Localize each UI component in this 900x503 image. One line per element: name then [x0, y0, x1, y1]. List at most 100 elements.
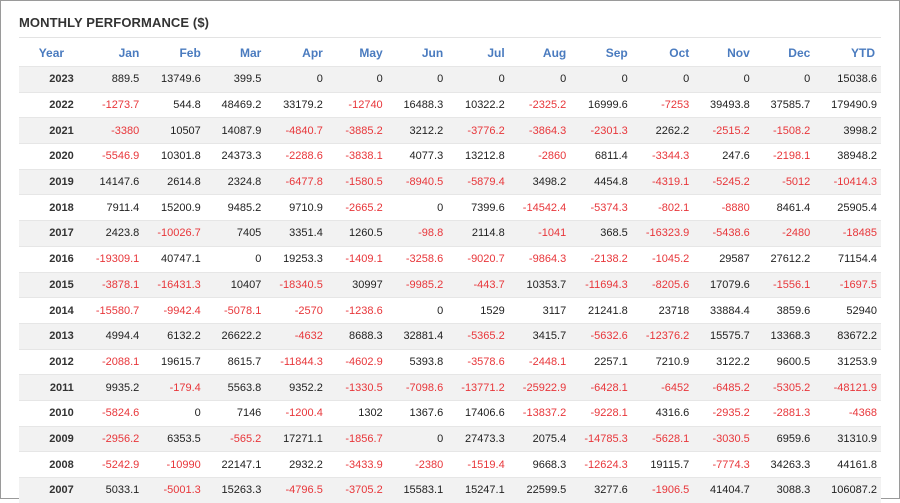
month-value-cell: -7253 [633, 91, 696, 118]
table-row: 2022 -1273.7 544.8 48469.2 33179.2 -12740 1648… [19, 91, 881, 118]
month-value-cell: 1529 [449, 297, 511, 324]
month-value-cell: 22599.5 [510, 476, 573, 503]
month-value-cell: -5824.6 [83, 399, 146, 427]
month-value-cell: -1519.4 [449, 451, 511, 478]
month-value-cell: -179.4 [145, 374, 207, 401]
month-value-cell: 1367.6 [388, 399, 450, 427]
table-row: 2013 4994.4 6132.2 26622.2 -4632 8688.3 32881.… [19, 322, 881, 350]
column-header-jan[interactable]: Jan [118, 45, 140, 60]
month-value-cell: -2570 [267, 297, 329, 324]
month-value-cell: -1041 [510, 220, 573, 247]
table-row: 2016 -19309.1 40747.1 0 19253.3 -1409.1 -3258.… [19, 245, 881, 272]
column-header-dec[interactable]: Dec [788, 45, 811, 60]
column-header-oct[interactable]: Oct [669, 45, 690, 60]
month-value-cell: -5628.1 [633, 425, 696, 452]
month-value-cell: -12624.3 [572, 451, 634, 478]
column-header-may[interactable]: May [359, 45, 383, 60]
month-value-cell: 0 [695, 66, 756, 93]
month-value-cell: 13749.6 [145, 66, 207, 93]
column-header-aug[interactable]: Aug [542, 45, 567, 60]
month-value-cell: 7146 [206, 399, 268, 427]
column-header-sep[interactable]: Sep [605, 45, 628, 60]
month-value-cell: -5438.6 [695, 220, 756, 247]
month-value-cell: 4994.4 [83, 322, 146, 350]
month-value-cell: -16431.3 [145, 271, 207, 298]
table-row: 2007 5033.1 -5001.3 15263.3 -4796.5 -3705.2 15… [19, 476, 881, 503]
table-row: 2010 -5824.6 0 7146 -1200.4 1302 1367.6 17406.6… [19, 399, 881, 427]
ytd-cell: -1697.5 [816, 271, 881, 298]
month-value-cell: 3117 [510, 297, 573, 324]
month-value-cell: 7399.6 [449, 194, 511, 221]
ytd-cell: 15038.6 [816, 66, 881, 93]
month-value-cell: -9942.4 [145, 297, 207, 324]
month-value-cell: 9485.2 [206, 194, 268, 221]
column-header-mar[interactable]: Mar [239, 45, 262, 60]
month-value-cell: 0 [328, 66, 389, 93]
month-value-cell: -3776.2 [449, 117, 511, 144]
month-value-cell: -2665.2 [328, 194, 389, 221]
month-value-cell: 16488.3 [388, 91, 450, 118]
column-header-nov[interactable]: Nov [727, 45, 750, 60]
month-value-cell: 17271.1 [267, 425, 329, 452]
month-value-cell: -11694.3 [572, 271, 634, 298]
month-value-cell: 6132.2 [145, 322, 207, 350]
month-value-cell: -3838.1 [328, 143, 389, 170]
month-value-cell: 3415.7 [510, 322, 573, 350]
month-value-cell: 15200.9 [145, 194, 207, 221]
ytd-cell: 3998.2 [816, 117, 881, 144]
month-value-cell: 399.5 [206, 66, 268, 93]
column-header-year[interactable]: Year [38, 45, 65, 60]
year-cell: 2016 [19, 245, 84, 272]
month-value-cell: -3878.1 [83, 271, 146, 298]
month-value-cell: 3212.2 [388, 117, 450, 144]
month-value-cell: -3705.2 [328, 476, 389, 503]
month-value-cell: 19253.3 [267, 245, 329, 272]
month-value-cell: -3030.5 [695, 425, 756, 452]
month-value-cell: 8688.3 [328, 322, 389, 350]
table-row: 2019 14147.6 2614.8 2324.8 -6477.8 -1580.5 -89… [19, 168, 881, 195]
month-value-cell: 1260.5 [328, 220, 389, 247]
month-value-cell: 19615.7 [145, 348, 207, 375]
month-value-cell: 2114.8 [449, 220, 511, 247]
month-value-cell: 9710.9 [267, 194, 329, 221]
month-value-cell: -11844.3 [267, 348, 329, 375]
column-header-ytd[interactable]: YTD [851, 45, 875, 60]
month-value-cell: -1330.5 [328, 374, 389, 401]
year-cell: 2021 [19, 117, 84, 144]
month-value-cell: 27473.3 [449, 425, 511, 452]
year-cell: 2017 [19, 220, 84, 247]
month-value-cell: 3122.2 [695, 348, 756, 375]
month-value-cell: -18340.5 [267, 271, 329, 298]
month-value-cell: -5001.3 [145, 476, 207, 503]
column-header-feb[interactable]: Feb [179, 45, 201, 60]
table-row: 2011 9935.2 -179.4 5563.8 9352.2 -1330.5 -7098… [19, 374, 881, 401]
table-row: 2015 -3878.1 -16431.3 10407 -18340.5 30997 -99… [19, 271, 881, 298]
year-cell: 2023 [19, 66, 84, 93]
month-value-cell: 8461.4 [755, 194, 817, 221]
month-value-cell: 3498.2 [510, 168, 573, 195]
column-header-jun[interactable]: Jun [421, 45, 444, 60]
title-divider [19, 37, 881, 38]
table-row: 2021 -3380 10507 14087.9 -4840.7 -3885.2 3212.… [19, 117, 881, 144]
month-value-cell: 0 [388, 66, 450, 93]
month-value-cell: -3578.6 [449, 348, 511, 375]
month-value-cell: 7405 [206, 220, 268, 247]
month-value-cell: -3258.6 [388, 245, 450, 272]
month-value-cell: 2262.2 [633, 117, 696, 144]
ytd-cell: 71154.4 [816, 245, 881, 272]
month-value-cell: -98.8 [388, 220, 450, 247]
column-header-jul[interactable]: Jul [487, 45, 505, 60]
table-row: 2018 7911.4 15200.9 9485.2 9710.9 -2665.2 0 739… [19, 194, 881, 221]
performance-table: Year Jan Feb Mar Apr May Jun Jul Aug Sep Oct Nov Dec… [19, 39, 881, 503]
month-value-cell: -8205.6 [633, 271, 696, 298]
month-value-cell: 14087.9 [206, 117, 268, 144]
month-value-cell: -3344.3 [633, 143, 696, 170]
month-value-cell: -4632 [267, 322, 329, 350]
column-header-apr[interactable]: Apr [302, 45, 323, 60]
month-value-cell: 39493.8 [695, 91, 756, 118]
month-value-cell: -6452 [633, 374, 696, 401]
month-value-cell: 0 [449, 66, 511, 93]
month-value-cell: 10353.7 [510, 271, 573, 298]
table-row: 2012 -2088.1 19615.7 8615.7 -11844.3 -4602.9 5… [19, 348, 881, 375]
month-value-cell: -5242.9 [83, 451, 146, 478]
